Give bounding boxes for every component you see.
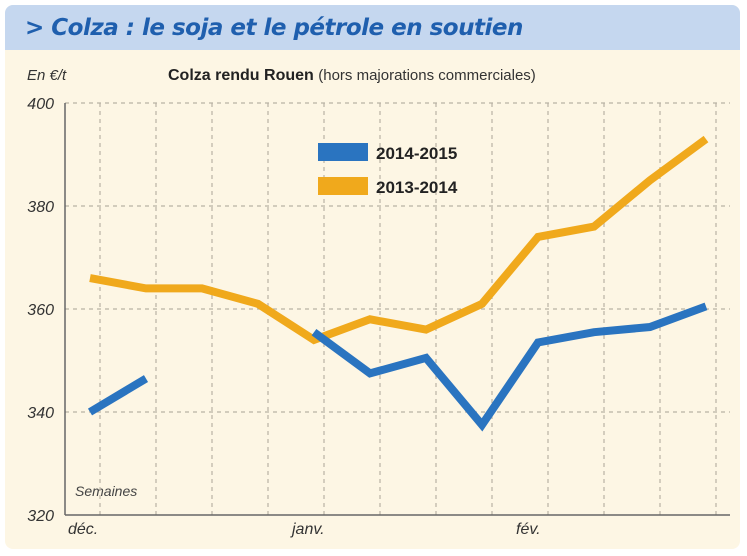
legend-swatch bbox=[318, 143, 368, 161]
y-tick-label: 380 bbox=[27, 199, 54, 216]
series-line-2013-2014 bbox=[89, 135, 709, 345]
header-bar: > Colza : le soja et le pétrole en souti… bbox=[5, 5, 740, 50]
x-tick-label: janv. bbox=[290, 521, 325, 538]
x-axis-label: Semaines bbox=[75, 483, 138, 499]
y-axis-unit-label: En €/t bbox=[27, 67, 67, 84]
y-tick-label: 400 bbox=[27, 96, 54, 113]
legend-label: 2014-2015 bbox=[376, 144, 457, 163]
chart-panel: > Colza : le soja et le pétrole en souti… bbox=[5, 5, 740, 549]
y-tick-label: 360 bbox=[27, 302, 54, 319]
series-line-2014-2015 bbox=[87, 375, 149, 416]
y-tick-label: 340 bbox=[27, 405, 54, 422]
series-line-2014-2015 bbox=[311, 302, 708, 432]
y-tick-label: 320 bbox=[27, 508, 54, 525]
x-tick-label: déc. bbox=[68, 521, 98, 538]
page-title: > Colza : le soja et le pétrole en souti… bbox=[25, 15, 523, 41]
legend-label: 2013-2014 bbox=[376, 178, 458, 197]
chart-title-main: Colza rendu Rouen bbox=[168, 67, 314, 84]
x-tick-label: fév. bbox=[516, 521, 541, 538]
chart-title-subtitle: (hors majorations commerciales) bbox=[318, 67, 536, 84]
chart-title: Colza rendu Rouen (hors majorations comm… bbox=[168, 67, 536, 85]
legend-swatch bbox=[318, 177, 368, 195]
